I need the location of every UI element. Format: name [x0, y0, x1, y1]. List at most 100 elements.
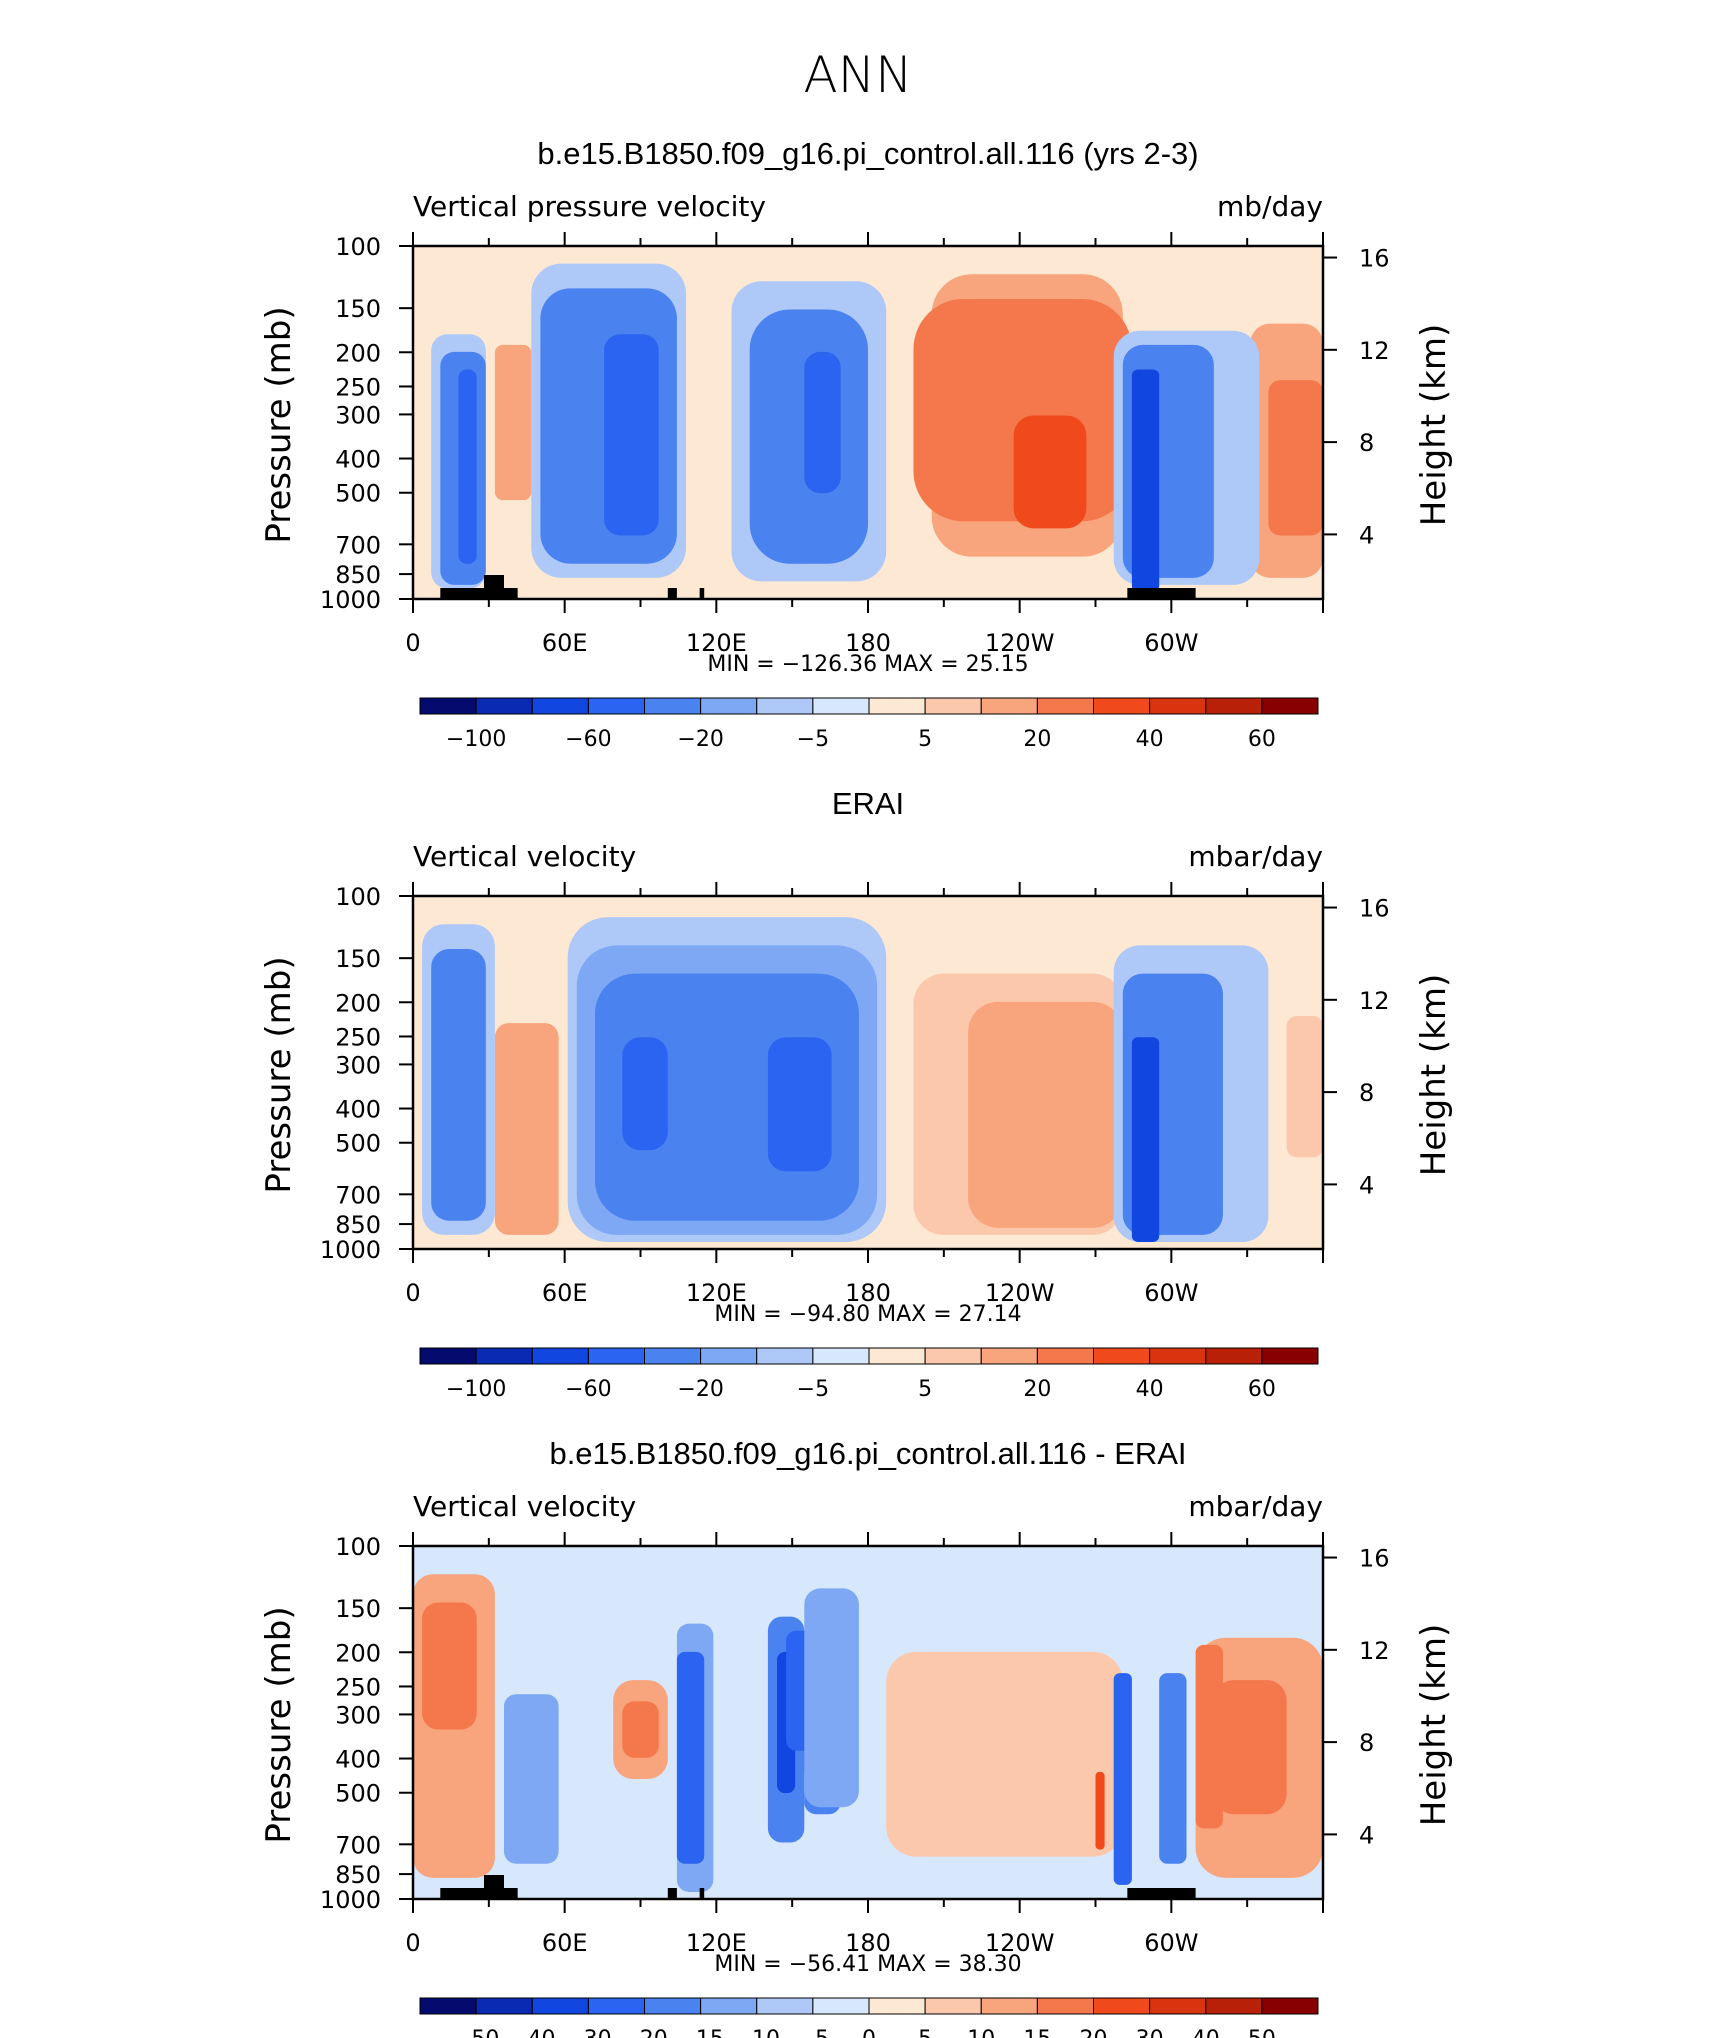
y-axis-title-right: Height (km): [1414, 974, 1454, 1177]
y-tick-right-label: 4: [1359, 1171, 1374, 1199]
y-tick-label: 200: [335, 989, 381, 1017]
colorbar-label: 60: [1248, 1377, 1276, 1402]
colorbar-swatch: [1093, 1997, 1151, 2015]
colorbar-swatch: [531, 697, 589, 715]
colorbar-swatch: [868, 697, 926, 715]
y-tick-label: 400: [335, 1096, 381, 1124]
y-axis-title: Pressure (mb): [259, 956, 299, 1193]
field-contour: [968, 1001, 1123, 1228]
topography-mask: [699, 588, 705, 599]
x-tick-label: 120W: [985, 1929, 1055, 1957]
panel-title: b.e15.B1850.f09_g16.pi_control.all.116 (…: [537, 136, 1198, 171]
y-tick-label: 300: [335, 1051, 381, 1079]
colorbar-swatch: [700, 1997, 758, 2015]
colorbar-swatch: [531, 1347, 589, 1365]
colorbar-swatch: [1036, 697, 1094, 715]
field-contour: [804, 1588, 859, 1808]
colorbar-swatch: [1149, 1347, 1207, 1365]
chart-panel-3: b.e15.B1850.f09_g16.pi_control.all.116 -…: [259, 1436, 1454, 2038]
min-max-label: MIN = −56.41 MAX = 38.30: [714, 1952, 1021, 1977]
y-axis-title-right: Height (km): [1414, 1624, 1454, 1827]
colorbar-swatch: [1149, 697, 1207, 715]
left-string: Vertical pressure velocity: [413, 190, 766, 223]
x-tick-label: 120E: [686, 1929, 747, 1957]
colorbar-swatch: [1261, 1997, 1319, 2015]
y-tick-label: 150: [335, 295, 381, 323]
y-tick-label: 150: [335, 945, 381, 973]
colorbar-swatch: [1261, 697, 1319, 715]
colorbar-label: 20: [1080, 2027, 1108, 2038]
field-contour: [1095, 1771, 1105, 1850]
x-tick-label: 60W: [1144, 629, 1198, 657]
colorbar-label: −10: [734, 2027, 780, 2038]
topography-mask: [440, 1888, 518, 1899]
colorbar-label: 40: [1192, 2027, 1220, 2038]
x-tick-label: 60W: [1144, 1279, 1198, 1307]
field-contour: [494, 1023, 559, 1235]
y-tick-right-label: 8: [1359, 1729, 1374, 1757]
right-string: mbar/day: [1188, 840, 1323, 873]
colorbar-label: 20: [1023, 727, 1051, 752]
field-contour: [622, 1701, 659, 1758]
colorbar-swatch: [644, 1997, 702, 2015]
left-string: Vertical velocity: [413, 840, 636, 873]
y-tick-label: 850: [335, 1211, 381, 1239]
y-axis-title: Pressure (mb): [259, 1606, 299, 1843]
colorbar-label: 50: [1248, 2027, 1276, 2038]
field-contour: [422, 1602, 477, 1730]
colorbar-label: 20: [1023, 1377, 1051, 1402]
y-tick-label: 100: [335, 233, 381, 261]
field-contours: [431, 263, 1323, 599]
colorbar-swatch: [1261, 1347, 1319, 1365]
field-contour: [1195, 1644, 1223, 1829]
colorbar-swatch: [700, 1347, 758, 1365]
y-tick-label: 700: [335, 531, 381, 559]
y-tick-label: 200: [335, 339, 381, 367]
y-tick-label: 700: [335, 1181, 381, 1209]
topography-mask: [667, 1888, 677, 1899]
right-string: mbar/day: [1188, 1490, 1323, 1523]
colorbar-label: 60: [1248, 727, 1276, 752]
x-tick-label: 60W: [1144, 1929, 1198, 1957]
colorbar-label: −5: [797, 727, 829, 752]
colorbar-label: 5: [918, 2027, 932, 2038]
x-tick-label: 60E: [542, 1279, 588, 1307]
colorbar-swatch: [812, 1347, 870, 1365]
y-tick-label: 500: [335, 480, 381, 508]
topography-mask: [1127, 1888, 1196, 1899]
colorbar-label: 15: [1023, 2027, 1051, 2038]
colorbar-label: −5: [797, 1377, 829, 1402]
right-string: mb/day: [1217, 190, 1323, 223]
topography-mask: [667, 588, 677, 599]
colorbar-label: −100: [446, 727, 506, 752]
field-contour: [804, 351, 841, 494]
colorbar-label: −100: [446, 1377, 506, 1402]
field-contour: [1213, 1680, 1287, 1815]
y-tick-label: 250: [335, 373, 381, 401]
colorbar-swatch: [587, 697, 645, 715]
colorbar-label: −60: [565, 1377, 611, 1402]
x-tick-label: 60E: [542, 629, 588, 657]
field-contour: [676, 1651, 705, 1864]
colorbar-swatch: [419, 1347, 477, 1365]
colorbar-swatch: [868, 1997, 926, 2015]
y-tick-right-label: 16: [1359, 245, 1390, 273]
field-contour: [504, 1694, 559, 1864]
y-tick-right-label: 12: [1359, 1637, 1390, 1665]
y-tick-label: 400: [335, 1746, 381, 1774]
x-tick-label: 0: [405, 1929, 420, 1957]
y-tick-right-label: 4: [1359, 521, 1374, 549]
colorbar-swatch: [475, 1997, 533, 2015]
colorbar-label: 40: [1136, 1377, 1164, 1402]
colorbar-label: 40: [1136, 727, 1164, 752]
y-tick-right-label: 12: [1359, 337, 1390, 365]
colorbar-swatch: [587, 1997, 645, 2015]
x-tick-label: 180: [845, 1929, 891, 1957]
colorbar-swatch: [419, 1997, 477, 2015]
colorbar-swatch: [1093, 697, 1151, 715]
field-contours: [422, 917, 1323, 1242]
y-tick-label: 100: [335, 1533, 381, 1561]
y-tick-label: 1000: [320, 1236, 381, 1264]
field-contours: [413, 1574, 1323, 1899]
